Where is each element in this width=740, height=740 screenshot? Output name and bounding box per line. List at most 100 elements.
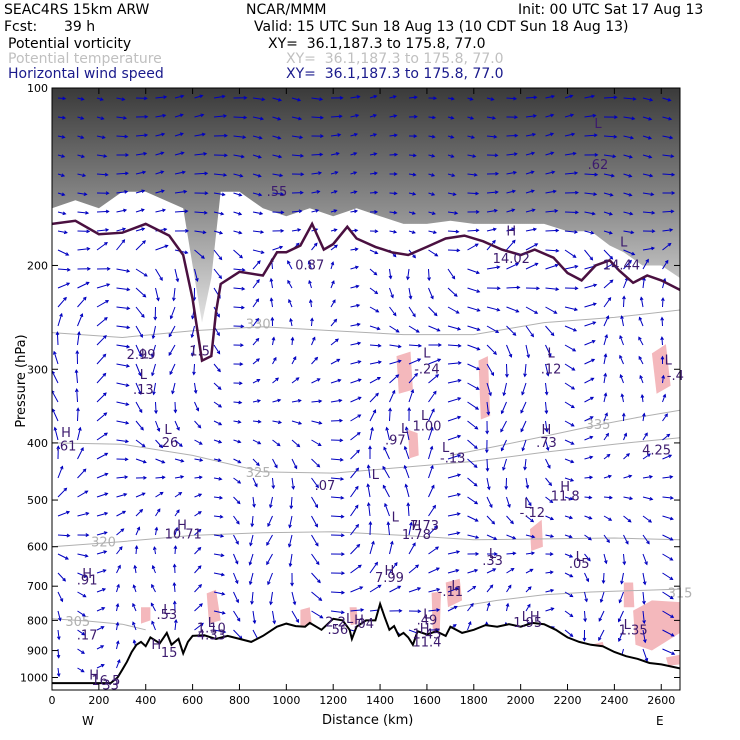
wind-vector-head [548, 482, 553, 487]
wind-vector-head [332, 299, 336, 304]
wind-vector-head [545, 446, 550, 451]
wind-vector [194, 211, 207, 214]
field-label: 1.95 [513, 616, 542, 631]
wind-vector-head [126, 306, 131, 311]
wind-vector [467, 173, 477, 176]
wind-vector-head [669, 516, 674, 521]
wind-vector [564, 133, 575, 137]
wind-vector [603, 475, 612, 479]
wind-vector-head [216, 332, 220, 337]
wind-vector [174, 527, 178, 536]
wind-vector [308, 280, 312, 289]
wind-vector [662, 116, 672, 120]
wind-vector-head [629, 211, 634, 216]
wind-vector-head [639, 374, 643, 379]
wind-vector [584, 95, 595, 99]
wind-vector-head [475, 386, 480, 390]
wind-vector-head [604, 333, 608, 339]
wind-vector [662, 591, 674, 600]
wind-vector-head [150, 353, 155, 358]
wind-vector-head [414, 372, 419, 377]
wind-vector-head [115, 602, 120, 608]
wind-vector-head [277, 398, 282, 403]
wind-vector-head [626, 453, 630, 457]
wind-vector-head [126, 287, 131, 292]
wind-vector [174, 210, 188, 213]
wind-vector [486, 496, 493, 508]
wind-vector-head [648, 117, 653, 121]
wind-vector-head [178, 443, 183, 448]
wind-vector [545, 496, 553, 503]
wind-vector [428, 525, 438, 536]
x-tick-label: 2400 [600, 694, 628, 707]
wind-vector [525, 344, 530, 358]
wind-vector-head [669, 537, 674, 541]
wind-vector [564, 477, 574, 482]
wind-vector-head [235, 540, 239, 545]
wind-vector [506, 534, 516, 540]
wind-vector-head [373, 271, 378, 276]
wind-vector-head [198, 475, 203, 480]
wind-vector-head [555, 287, 560, 291]
wind-vector-head [412, 153, 417, 158]
wind-vector [155, 171, 164, 175]
wind-vector-head [591, 358, 596, 363]
wind-vector [267, 572, 273, 585]
wind-vector-head [100, 645, 105, 649]
wind-vector [428, 287, 434, 299]
wind-vector-head [201, 132, 206, 137]
wind-vector-head [341, 571, 346, 576]
wind-vector-head [555, 228, 560, 233]
wind-vector [135, 492, 145, 498]
wind-vector-head [103, 334, 107, 339]
wind-vector-head [622, 561, 627, 566]
wind-vector-head [237, 480, 242, 484]
wind-vector [564, 306, 578, 311]
wind-vector [584, 211, 595, 215]
wind-vector-head [61, 154, 66, 158]
wind-vector-head [297, 97, 302, 102]
wind-vector-head [571, 132, 576, 137]
wind-vector-head [139, 508, 144, 513]
wind-vector [57, 572, 66, 582]
wind-vector [584, 249, 593, 261]
wind-vector [135, 509, 143, 517]
wind-vector [174, 190, 187, 194]
wind-vector-head [451, 275, 456, 280]
wind-vector [428, 211, 436, 215]
wind-vector [662, 154, 674, 157]
wind-vector-head [85, 281, 90, 286]
pink-shade-2 [651, 344, 671, 394]
wind-vector [291, 154, 304, 157]
wind-vector [486, 228, 497, 232]
wind-vector-head [640, 393, 645, 398]
wind-vector-head [221, 592, 226, 596]
field-label: L [163, 603, 171, 618]
wind-vector-head [531, 551, 536, 556]
wind-vector-head [335, 338, 339, 343]
wind-vector-head [532, 227, 538, 232]
wind-vector-head [452, 192, 457, 196]
wind-vector-head [259, 211, 264, 216]
wind-vector-head [383, 446, 387, 451]
wind-vector [135, 228, 145, 232]
wind-vector-head [410, 389, 415, 393]
wind-vector-head [660, 297, 665, 302]
wind-vector [525, 262, 538, 270]
wind-vector-head [520, 428, 524, 433]
wind-vector-head [318, 171, 323, 176]
wind-vector [116, 306, 130, 309]
wind-vector [404, 465, 410, 479]
wind-vector [564, 325, 577, 332]
wind-vector [369, 268, 377, 276]
wind-vector-head [156, 427, 161, 432]
wind-vector-head [132, 602, 136, 607]
wind-vector [642, 192, 654, 196]
wind-vector-head [492, 239, 496, 244]
wind-vector-head [298, 421, 303, 425]
wind-vector [57, 192, 65, 196]
wind-vector-head [527, 603, 531, 608]
wind-vector [311, 553, 320, 565]
wind-vector-head [572, 151, 577, 156]
wind-vector [272, 477, 274, 489]
